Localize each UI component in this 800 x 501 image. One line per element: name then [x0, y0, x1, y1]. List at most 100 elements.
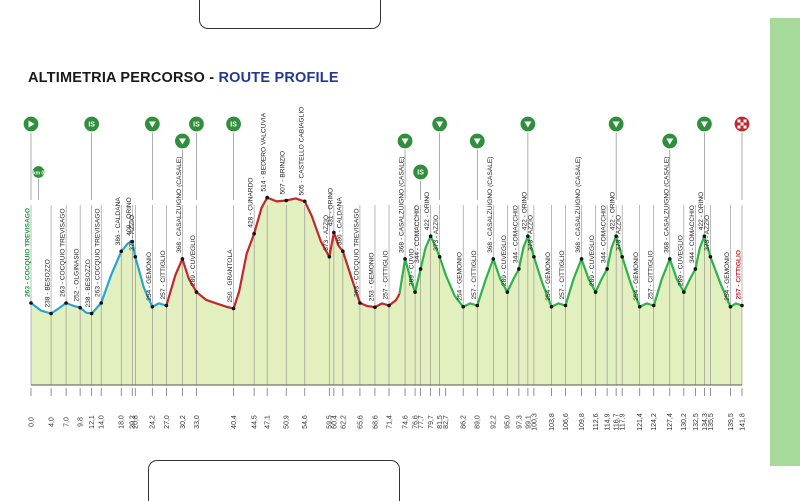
x-tick-label-20: 62,2 — [340, 415, 347, 429]
waypoint-dot-33 — [517, 267, 521, 271]
waypoint-sep-8: - — [129, 234, 136, 240]
waypoint-name-33: COMACCHIO — [512, 205, 519, 246]
waypoint-label-26: 344 - COMACCHIO — [414, 205, 421, 263]
waypoint-dot-41 — [614, 234, 618, 239]
waypoint-name-36: GEMONIO — [545, 252, 552, 284]
waypoint-name-35: AZZIO — [527, 215, 534, 234]
waypoint-label-23: 257 - CITTIGLIO — [383, 250, 390, 299]
waypoint-dot-5 — [99, 301, 103, 305]
x-tick-label-10: 27,0 — [164, 415, 171, 429]
waypoint-name-10: CITTIGLIO — [160, 250, 167, 282]
waypoint-sep-47: - — [689, 246, 696, 252]
waypoint-name-37: CITTIGLIO — [559, 250, 566, 282]
waypoint-name-26: COMACCHIO — [414, 205, 421, 246]
x-tick-label-46: 127,4 — [667, 413, 674, 431]
waypoint-sep-29: - — [457, 284, 464, 290]
waypoint-elev-28: 373 — [433, 239, 440, 250]
feed-icon-triangle — [524, 121, 532, 128]
waypoint-dot-17 — [302, 199, 307, 204]
waypoint-sep-11: - — [176, 236, 183, 242]
waypoint-name-39: CUVEGLIO — [589, 235, 596, 269]
waypoint-dot-22 — [373, 305, 377, 310]
waypoint-dot-11 — [180, 257, 185, 261]
waypoint-sep-10: - — [160, 283, 167, 289]
waypoint-label-7: 409 - ORINO — [126, 197, 133, 236]
waypoint-label-39: 289 - CUVEGLIO — [589, 235, 596, 286]
waypoint-label-32: 289 - CUVEGLIO — [501, 235, 508, 286]
waypoint-dot-20 — [341, 249, 345, 254]
waypoint-label-21: 263 - COCQUIO TREVISAGO — [353, 208, 360, 297]
finish-icon-square — [737, 119, 741, 123]
title-main: ALTIMETRIA PERCORSO - — [28, 70, 219, 86]
waypoint-name-3: OLGINASIO — [74, 248, 81, 284]
waypoint-dot-10 — [164, 303, 169, 308]
waypoint-dot-37 — [563, 303, 568, 308]
feed-icon-triangle — [178, 138, 186, 145]
waypoint-elev-8: 373 — [129, 239, 136, 250]
x-tick-label-17: 54,6 — [302, 415, 309, 429]
waypoint-name-18: AZZIO — [323, 215, 330, 234]
waypoint-label-22: 253 - GEMONIO — [369, 252, 376, 301]
waypoint-dot-15 — [265, 195, 269, 200]
waypoint-sep-42: - — [616, 234, 623, 240]
feed-icon — [661, 132, 679, 150]
waypoint-dot-7 — [130, 239, 135, 244]
waypoint-dot-36 — [549, 304, 554, 309]
waypoint-sep-30: - — [471, 283, 478, 289]
x-tick-label-8: 20,8 — [133, 415, 140, 429]
waypoint-elev-18: 373 — [323, 239, 330, 250]
side-panel-band — [770, 18, 800, 466]
waypoint-name-51: CITTIGLIO — [736, 250, 743, 283]
waypoint-elev-32: 289 — [501, 275, 508, 286]
bottom-tab-frame — [148, 460, 400, 501]
x-tick-label-50: 135,5 — [708, 413, 715, 431]
waypoint-dot-13 — [231, 306, 236, 311]
waypoint-sep-27: - — [424, 213, 431, 219]
x-tick-label-2: 7,0 — [64, 417, 71, 427]
waypoint-dot-14 — [252, 231, 256, 236]
waypoint-name-50: GEMONIO — [724, 252, 731, 284]
waypoint-sep-44: - — [647, 283, 654, 289]
title-accent: ROUTE PROFILE — [218, 70, 339, 86]
x-tick-label-52: 141,8 — [739, 413, 746, 431]
profile-area — [31, 197, 742, 385]
waypoint-sep-3: - — [74, 285, 81, 291]
waypoint-elev-21: 263 — [353, 286, 360, 297]
km0-icon-label: km 0 — [33, 171, 45, 177]
x-tick-label-43: 117,9 — [620, 413, 627, 430]
waypoint-label-29: 254 - GEMONIO — [457, 252, 464, 301]
waypoint-label-3: 252 - OLGINASIO — [74, 248, 81, 301]
waypoint-sep-7: - — [126, 219, 133, 225]
waypoint-dot-9 — [150, 304, 155, 309]
x-tick-label-13: 40,4 — [231, 415, 238, 429]
waypoint-elev-42: 373 — [616, 239, 623, 250]
waypoint-sep-35: - — [527, 234, 534, 240]
km0-icon-disc — [31, 164, 46, 180]
waypoint-elev-45: 368 — [663, 242, 670, 253]
waypoint-name-8: AZZIO — [129, 215, 136, 234]
waypoint-elev-16: 507 — [280, 183, 287, 194]
waypoint-sep-49: - — [704, 234, 711, 240]
x-tick-label-3: 9,8 — [78, 417, 85, 427]
waypoint-name-32: CUVEGLIO — [501, 235, 508, 269]
waypoint-name-21: COCQUIO TREVISAGO — [353, 208, 360, 280]
waypoint-name-15: BEDERO VALCUVIA — [261, 112, 268, 174]
waypoint-name-31: CASALZUIGNO (CASALE) — [487, 156, 494, 236]
waypoint-leaders — [30, 205, 743, 385]
waypoint-label-11: 368 - CASALZUIGNO (CASALE) — [176, 156, 183, 252]
waypoint-name-45: CASALZUIGNO (CASALE) — [663, 156, 670, 236]
waypoint-dot-50 — [728, 304, 733, 309]
waypoint-name-24: CASALZUIGNO (CASALE) — [399, 156, 406, 236]
waypoint-dot-49 — [708, 254, 713, 259]
waypoint-elev-37: 257 — [559, 288, 566, 299]
waypoint-dot-34 — [526, 234, 530, 239]
profile-line-climb — [165, 196, 401, 310]
waypoint-name-14: CUNARDO — [248, 177, 255, 210]
waypoint-label-28: 373 - AZZIO — [433, 215, 440, 251]
waypoint-label-8: 373 - AZZIO — [129, 215, 136, 251]
x-tick-label-9: 24,2 — [150, 415, 157, 429]
waypoint-sep-26: - — [414, 246, 421, 252]
waypoint-label-31: 368 - CASALZUIGNO (CASALE) — [487, 156, 494, 252]
waypoint-elev-14: 428 — [248, 216, 255, 227]
x-tick-label-36: 100,3 — [531, 413, 538, 431]
